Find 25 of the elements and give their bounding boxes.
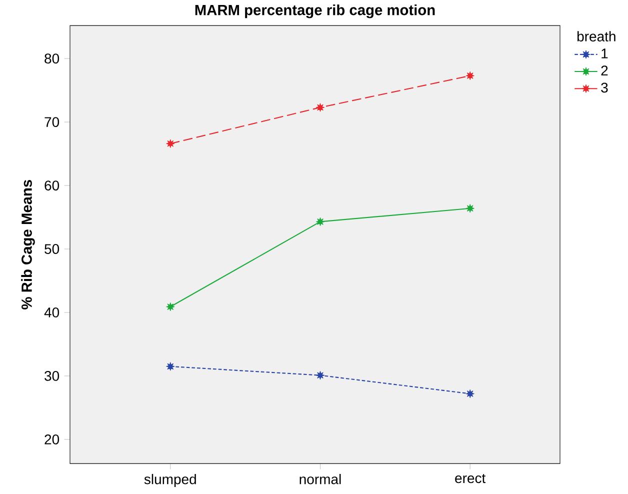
point xyxy=(166,302,175,312)
point xyxy=(316,371,325,380)
point xyxy=(166,362,175,371)
legend-label: 1 xyxy=(602,48,608,58)
x-tick-label: slumped xyxy=(144,474,196,488)
point xyxy=(316,103,325,112)
point xyxy=(466,390,474,398)
legend-label: 3 xyxy=(601,82,608,93)
y-tick-label: 30 xyxy=(44,371,60,382)
point xyxy=(466,72,474,80)
x-tick-label: normal xyxy=(300,474,341,484)
y-tick-label: 50 xyxy=(44,244,60,254)
y-tick-label: 20 xyxy=(44,434,60,445)
y-axis-title: % Rib Cage Means xyxy=(21,180,35,310)
point xyxy=(166,140,175,148)
y-tick-label: 70 xyxy=(44,117,60,128)
legend-label: 2 xyxy=(601,66,608,76)
y-tick-label: 40 xyxy=(44,308,60,318)
y-tick-label: 60 xyxy=(44,180,60,191)
x-tick-label: erect xyxy=(455,474,486,484)
chart-title: MARM percentage rib cage motion xyxy=(195,4,435,18)
point xyxy=(466,204,474,213)
legend-title: breath xyxy=(577,31,616,42)
y-tick-label: 80 xyxy=(44,54,60,64)
point xyxy=(316,218,325,226)
